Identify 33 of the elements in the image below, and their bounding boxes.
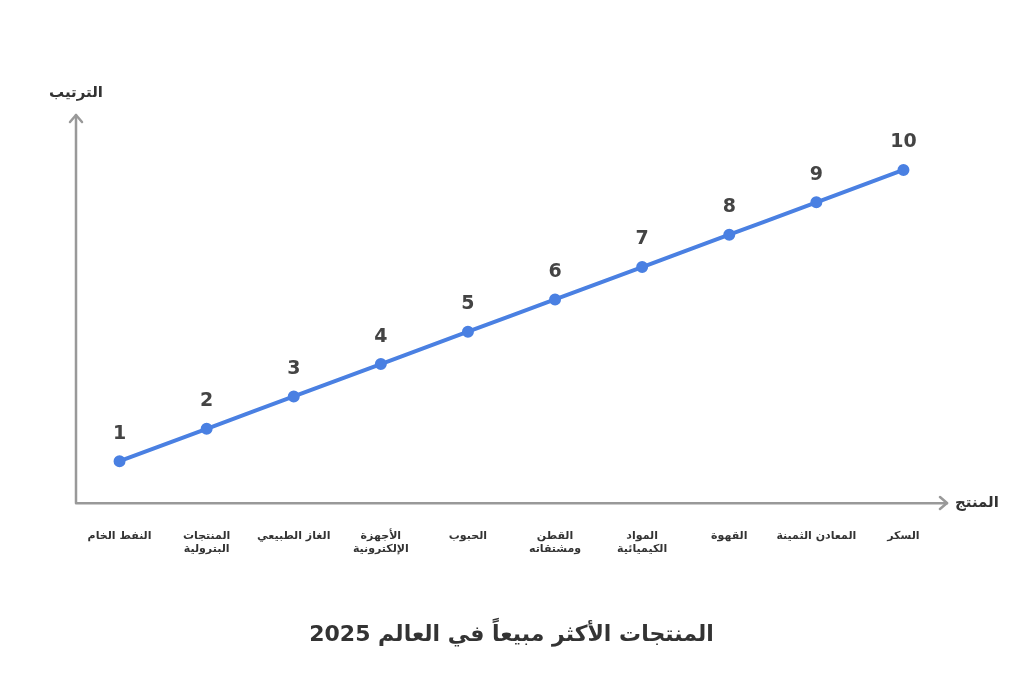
data-label: 3 xyxy=(287,355,301,378)
x-tick-label: القهوة xyxy=(711,528,748,542)
x-tick-label: الغاز الطبيعي xyxy=(257,528,331,542)
point xyxy=(200,422,213,435)
x-axis-title: المنتج xyxy=(955,493,999,512)
x-tick-label: الحبوب xyxy=(448,528,488,542)
point xyxy=(113,455,126,468)
point xyxy=(723,228,736,241)
point xyxy=(636,261,649,274)
data-label: 10 xyxy=(890,129,917,152)
data-label: 6 xyxy=(548,258,562,281)
data-label: 2 xyxy=(200,388,214,411)
y-axis-title: الترتيب xyxy=(49,83,103,102)
x-tick-label: النفط الخام xyxy=(87,528,152,542)
point xyxy=(810,196,823,209)
data-label: 8 xyxy=(722,194,736,217)
point xyxy=(461,325,474,338)
point xyxy=(897,164,910,176)
x-tick-label: الأجهزة الإلكترونية xyxy=(352,527,409,555)
x-tick-label: السكر xyxy=(886,528,920,542)
data-label: 9 xyxy=(809,161,823,184)
data-label: 1 xyxy=(112,420,127,443)
data-label: 5 xyxy=(461,291,475,314)
point xyxy=(287,390,300,403)
x-tick-label: المواد الكيميائية xyxy=(617,528,668,555)
point xyxy=(374,358,387,371)
point xyxy=(549,293,562,306)
x-tick-label: القطن ومشتقاته xyxy=(528,528,582,555)
data-label: 4 xyxy=(374,323,388,346)
data-label: 7 xyxy=(635,226,649,249)
text: المنتجات الأكثر مبيعاً في العالم 2025 xyxy=(309,616,714,647)
x-tick-label: المنتجات البترولية xyxy=(182,528,231,555)
x-tick-label: المعادن الثمينة xyxy=(776,528,857,542)
